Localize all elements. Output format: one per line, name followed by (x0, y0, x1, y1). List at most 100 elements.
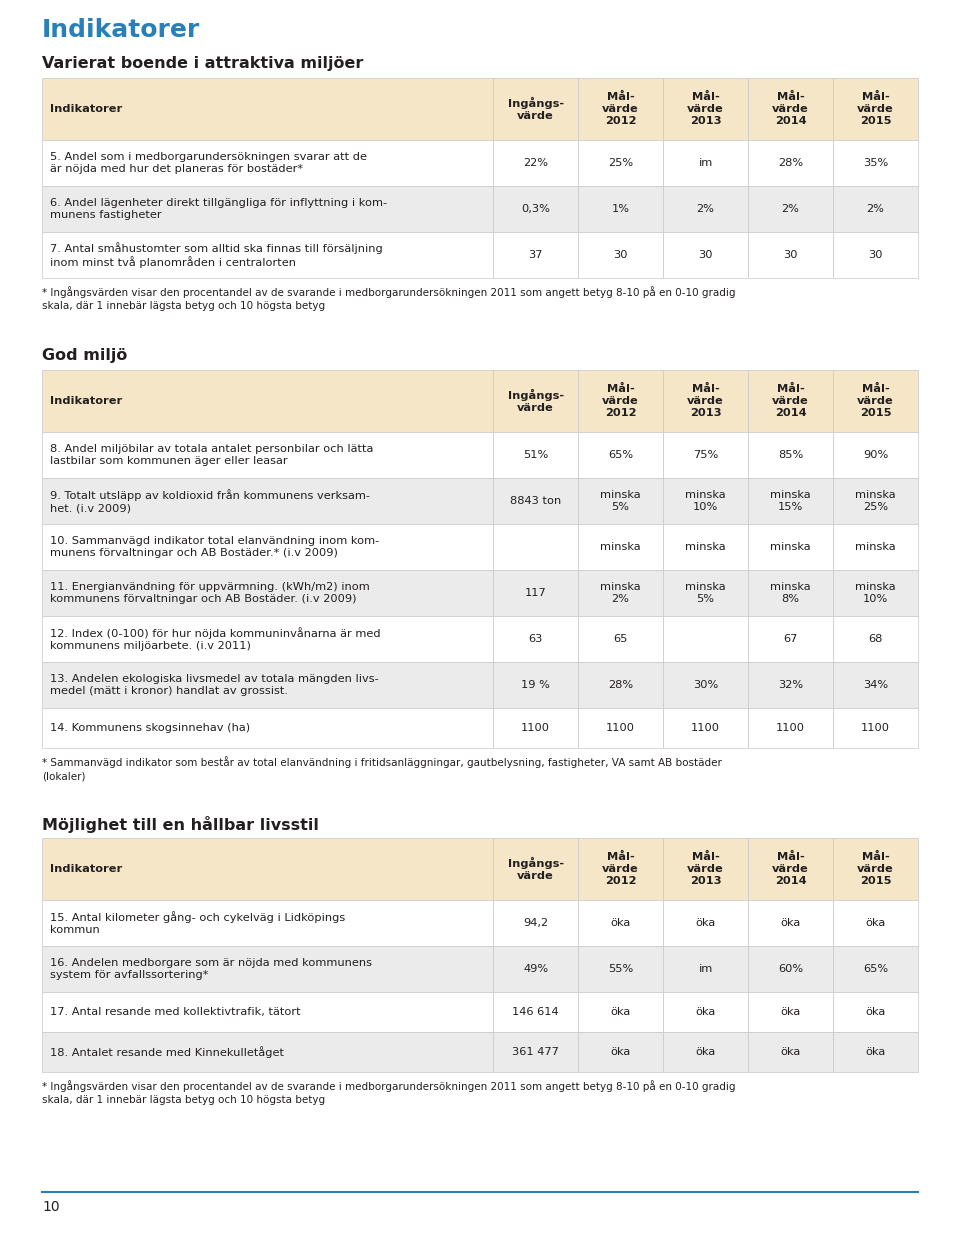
Bar (663, 478, 748, 524)
Text: 49%: 49% (523, 964, 548, 974)
Bar (663, 838, 748, 899)
Bar (493, 478, 578, 524)
Text: Mål-
värde
2013: Mål- värde 2013 (687, 383, 724, 418)
Bar (833, 78, 918, 141)
Text: öka: öka (865, 1006, 886, 1018)
Bar (748, 478, 833, 524)
Bar (748, 78, 833, 141)
Text: 8843 ton: 8843 ton (510, 496, 562, 506)
Text: 68: 68 (869, 634, 882, 644)
Bar (748, 899, 833, 945)
Text: 2%: 2% (867, 204, 884, 214)
Text: 6. Andel lägenheter direkt tillgängliga för inflyttning i kom-
munens fastighete: 6. Andel lägenheter direkt tillgängliga … (50, 198, 387, 220)
Text: 19 %: 19 % (521, 680, 550, 690)
Bar (493, 991, 578, 1033)
Bar (748, 708, 833, 748)
Bar (748, 141, 833, 187)
Text: Mål-
värde
2014: Mål- värde 2014 (772, 92, 809, 127)
Bar (663, 78, 748, 141)
Bar (748, 991, 833, 1033)
Text: Möjlighet till en hållbar livsstil: Möjlighet till en hållbar livsstil (42, 816, 319, 833)
Bar (833, 369, 918, 432)
Text: 22%: 22% (523, 158, 548, 168)
Text: 30: 30 (868, 250, 883, 260)
Text: * Ingångsvärden visar den procentandel av de svarande i medborgarundersökningen : * Ingångsvärden visar den procentandel a… (42, 1080, 735, 1105)
Text: 75%: 75% (693, 450, 718, 460)
Text: 5. Andel som i medborgarundersökningen svarar att de
är nöjda med hur det planer: 5. Andel som i medborgarundersökningen s… (50, 152, 367, 174)
Bar (493, 708, 578, 748)
Bar (663, 524, 748, 570)
Bar (493, 524, 578, 570)
Text: 1100: 1100 (691, 723, 720, 733)
Bar (663, 991, 748, 1033)
Text: 65%: 65% (863, 964, 888, 974)
Bar (833, 616, 918, 662)
Bar (833, 231, 918, 277)
Bar (663, 187, 748, 231)
Text: Indikatorer: Indikatorer (50, 104, 122, 114)
Text: 16. Andelen medborgare som är nöjda med kommunens
system för avfallssortering*: 16. Andelen medborgare som är nöjda med … (50, 958, 372, 980)
Bar (578, 899, 663, 945)
Text: 18. Antalet resande med Kinnekulletåget: 18. Antalet resande med Kinnekulletåget (50, 1046, 284, 1057)
Bar (42, 945, 493, 991)
Text: 14. Kommunens skogsinnehav (ha): 14. Kommunens skogsinnehav (ha) (50, 723, 251, 733)
Bar (493, 945, 578, 991)
Bar (493, 231, 578, 277)
Bar (493, 369, 578, 432)
Text: 28%: 28% (778, 158, 804, 168)
Bar (42, 708, 493, 748)
Text: minska
25%: minska 25% (855, 490, 896, 513)
Text: 30: 30 (783, 250, 798, 260)
Text: öka: öka (695, 1006, 716, 1018)
Text: 146 614: 146 614 (513, 1006, 559, 1018)
Bar (833, 708, 918, 748)
Bar (578, 187, 663, 231)
Bar (42, 231, 493, 277)
Bar (578, 369, 663, 432)
Text: Indikatorer: Indikatorer (50, 865, 122, 875)
Text: Mål-
värde
2012: Mål- värde 2012 (602, 92, 639, 127)
Bar (833, 524, 918, 570)
Text: 63: 63 (528, 634, 542, 644)
Bar (42, 662, 493, 708)
Text: Mål-
värde
2015: Mål- värde 2015 (857, 852, 894, 887)
Bar (578, 1033, 663, 1072)
Bar (748, 432, 833, 478)
Text: Mål-
värde
2014: Mål- värde 2014 (772, 383, 809, 418)
Text: 85%: 85% (778, 450, 804, 460)
Bar (748, 187, 833, 231)
Bar (493, 616, 578, 662)
Text: öka: öka (780, 1047, 801, 1057)
Bar (833, 432, 918, 478)
Bar (493, 570, 578, 616)
Text: öka: öka (695, 918, 716, 928)
Bar (42, 432, 493, 478)
Text: Varierat boende i attraktiva miljöer: Varierat boende i attraktiva miljöer (42, 56, 364, 71)
Text: öka: öka (865, 1047, 886, 1057)
Text: 11. Energianvändning för uppvärmning. (kWh/m2) inom
kommunens förvaltningar och : 11. Energianvändning för uppvärmning. (k… (50, 582, 370, 605)
Text: 32%: 32% (778, 680, 804, 690)
Bar (663, 369, 748, 432)
Bar (833, 1033, 918, 1072)
Text: minska
10%: minska 10% (685, 490, 726, 513)
Bar (833, 187, 918, 231)
Bar (42, 1033, 493, 1072)
Bar (493, 1033, 578, 1072)
Bar (833, 899, 918, 945)
Text: 2%: 2% (781, 204, 800, 214)
Bar (833, 141, 918, 187)
Bar (833, 478, 918, 524)
Text: 361 477: 361 477 (513, 1047, 559, 1057)
Text: öka: öka (780, 918, 801, 928)
Text: 1100: 1100 (776, 723, 805, 733)
Bar (578, 838, 663, 899)
Text: minska
2%: minska 2% (600, 582, 641, 605)
Text: 1%: 1% (612, 204, 630, 214)
Bar (663, 662, 748, 708)
Bar (578, 478, 663, 524)
Bar (663, 708, 748, 748)
Bar (748, 524, 833, 570)
Text: 8. Andel miljöbilar av totala antalet personbilar och lätta
lastbilar som kommun: 8. Andel miljöbilar av totala antalet pe… (50, 444, 373, 466)
Text: 117: 117 (525, 588, 546, 598)
Bar (833, 838, 918, 899)
